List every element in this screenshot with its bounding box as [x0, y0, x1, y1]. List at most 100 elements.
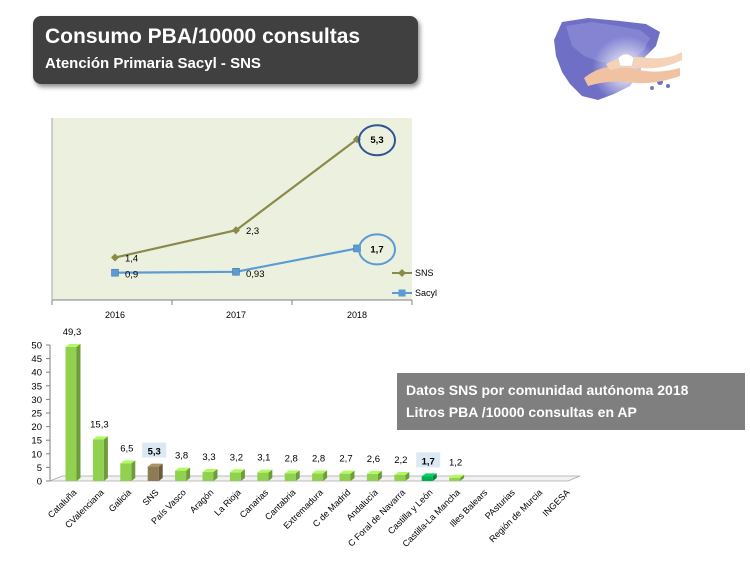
bar-top — [312, 470, 328, 474]
title-banner: Consumo PBA/10000 consultas Atención Pri… — [33, 16, 418, 84]
y-tick-label: 20 — [31, 422, 42, 433]
data-label: 2,7 — [339, 454, 352, 465]
y-tick-label: 45 — [31, 354, 42, 365]
bar-top — [65, 343, 81, 347]
bar-side — [268, 469, 273, 481]
data-label: 0,9 — [125, 270, 138, 281]
bar-side — [103, 436, 108, 481]
x-tick-label: 2016 — [105, 310, 125, 320]
bar-side — [131, 460, 136, 481]
data-label: 1,7 — [422, 456, 435, 467]
data-label: 49,3 — [63, 327, 82, 338]
data-label: 1,2 — [449, 458, 462, 469]
legend-marker — [398, 269, 406, 277]
highlight-circle — [358, 124, 396, 157]
y-tick-label: 15 — [31, 436, 42, 447]
highlight-circle — [358, 233, 396, 266]
data-label: 3,2 — [230, 452, 243, 463]
bar-side — [405, 472, 410, 481]
bar — [284, 473, 296, 481]
y-tick-label: 50 — [31, 341, 42, 352]
data-label: 2,8 — [312, 453, 325, 464]
data-label: 5,3 — [148, 447, 161, 458]
bar-side — [186, 467, 191, 481]
bar-chart: 0510152025303540455049,3Cataluña15,3CVal… — [31, 327, 581, 549]
bar-top — [284, 470, 300, 474]
x-tick-label: 2017 — [226, 310, 246, 320]
bar — [366, 473, 378, 481]
y-tick-label: 40 — [31, 368, 42, 379]
bar-side — [76, 343, 81, 481]
legend-marker — [398, 289, 406, 297]
data-label: 1,4 — [125, 254, 138, 265]
bar — [65, 346, 77, 481]
data-label: 3,3 — [202, 452, 215, 463]
data-label: 2,2 — [394, 455, 407, 466]
highlight-label-bg — [142, 442, 167, 458]
y-tick-label: 35 — [31, 381, 42, 392]
x-tick-label: Región de Murcia — [487, 487, 544, 544]
x-tick-label: INGESA — [540, 487, 571, 518]
data-label: 3,1 — [257, 453, 270, 464]
bar-side — [432, 473, 437, 481]
bar-side — [213, 469, 218, 481]
bar-top — [421, 473, 437, 477]
legend-label: Sacyl — [415, 288, 437, 298]
bar — [92, 439, 104, 481]
bar-top — [394, 472, 410, 476]
bar-top — [366, 470, 382, 474]
y-tick-label: 0 — [37, 477, 42, 488]
bar — [421, 476, 433, 481]
data-label: 2,6 — [367, 454, 380, 465]
data-label: 15,3 — [90, 419, 109, 430]
highlight-label-bg — [416, 452, 441, 468]
bar — [229, 472, 241, 481]
line-chart: 2016 2017 2018 1,4 2,3 5,3 0,9 0,93 1,7 SNS Sacyl — [51, 118, 437, 320]
data-label: 5,3 — [370, 135, 383, 146]
info-line-1: Datos SNS por comunidad autónoma 2018 — [406, 382, 689, 398]
bar — [147, 466, 159, 481]
data-label: 3,8 — [175, 451, 188, 462]
data-label: 1,7 — [370, 244, 383, 255]
bar-top — [120, 460, 136, 464]
spain-map-hands-icon — [554, 18, 682, 104]
bar — [202, 472, 214, 481]
bar-side — [377, 470, 382, 481]
bar-top — [202, 469, 218, 473]
page-subtitle: Atención Primaria Sacyl - SNS — [45, 55, 261, 72]
y-tick-label: 30 — [31, 395, 42, 406]
bar-top — [339, 470, 355, 474]
bar-top — [92, 436, 108, 440]
y-tick-label: 5 — [37, 463, 42, 474]
data-label: 0,93 — [246, 269, 265, 280]
info-box: Datos SNS por comunidad autónoma 2018 Li… — [397, 373, 745, 430]
y-tick-label: 25 — [31, 409, 42, 420]
bar-side — [350, 470, 355, 481]
data-label: 2,8 — [285, 453, 298, 464]
data-label: 6,5 — [120, 443, 133, 454]
bar — [449, 477, 461, 481]
x-tick-label: SNS — [140, 487, 160, 507]
bar — [394, 475, 406, 481]
data-label: 2,3 — [246, 226, 259, 237]
info-line-2: Litros PBA /10000 consultas en AP — [406, 404, 637, 420]
x-tick-label: Galicia — [107, 487, 134, 514]
page-title: Consumo PBA/10000 consultas — [45, 25, 361, 48]
marker-sacyl — [232, 268, 240, 276]
legend-label: SNS — [415, 268, 434, 278]
bar-top — [449, 474, 465, 478]
bar-side — [158, 463, 163, 481]
bar — [175, 470, 187, 481]
marker-sns — [111, 253, 119, 262]
bar — [339, 473, 351, 481]
marker-sns — [232, 226, 240, 235]
bar-top — [147, 463, 163, 467]
bar — [257, 472, 269, 481]
bar-side — [240, 469, 245, 481]
bar-top — [257, 469, 273, 473]
bar-side — [295, 470, 300, 481]
x-tick-label: 2018 — [347, 310, 367, 320]
y-tick-label: 10 — [31, 449, 42, 460]
marker-sacyl — [353, 244, 361, 253]
bar-side — [323, 470, 328, 481]
